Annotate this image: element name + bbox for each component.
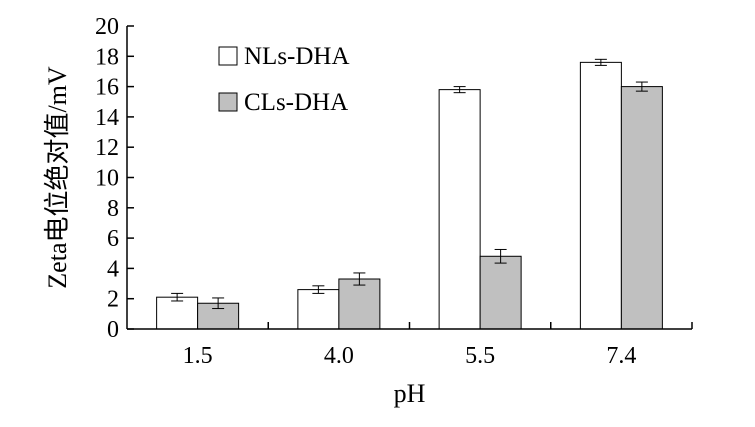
bar-cls-dha-5-5: [479, 255, 522, 330]
legend-swatch-nls-dha: [218, 46, 238, 66]
x-tick-label: 4.0: [324, 343, 354, 369]
bar-nls-dha-4-0: [297, 289, 340, 330]
x-tick-label: 5.5: [465, 343, 495, 369]
bar-nls-dha-1-5: [156, 296, 199, 330]
y-tick-label: 18: [95, 44, 119, 70]
bar-nls-dha-7-4: [579, 61, 622, 330]
legend-label-nls-dha: NLs-DHA: [244, 43, 350, 70]
x-tick-label: 1.5: [183, 343, 213, 369]
bar-cls-dha-4-0: [338, 278, 381, 330]
y-axis-title: Zeta电位绝对值/mV: [43, 66, 72, 289]
y-tick-label: 6: [107, 226, 119, 252]
bar-cls-dha-7-4: [620, 86, 663, 330]
legend-label-cls-dha: CLs-DHA: [244, 89, 348, 116]
y-axis-ticks: 0 2 4 6 8 10 12 14 16 18 20: [95, 14, 134, 343]
x-axis-ticks: 1.5 4.0 5.5 7.4: [183, 322, 693, 369]
y-tick-label: 12: [95, 135, 119, 161]
x-axis-title: pH: [394, 379, 426, 408]
y-tick-label: 16: [95, 75, 119, 101]
y-tick-label: 20: [95, 14, 119, 40]
bar-nls-dha-5-5: [438, 89, 481, 330]
y-tick-label: 10: [95, 166, 119, 192]
y-tick-label: 2: [107, 287, 119, 313]
x-tick-label: 7.4: [606, 343, 636, 369]
bar-series: [156, 61, 663, 330]
y-tick-label: 0: [107, 317, 119, 343]
y-tick-label: 8: [107, 196, 119, 222]
error-bars: [171, 58, 648, 310]
legend-swatch-cls-dha: [218, 92, 238, 112]
y-tick-label: 4: [107, 256, 119, 282]
y-tick-label: 14: [95, 105, 119, 131]
legend: NLs-DHA CLs-DHA: [218, 43, 350, 116]
